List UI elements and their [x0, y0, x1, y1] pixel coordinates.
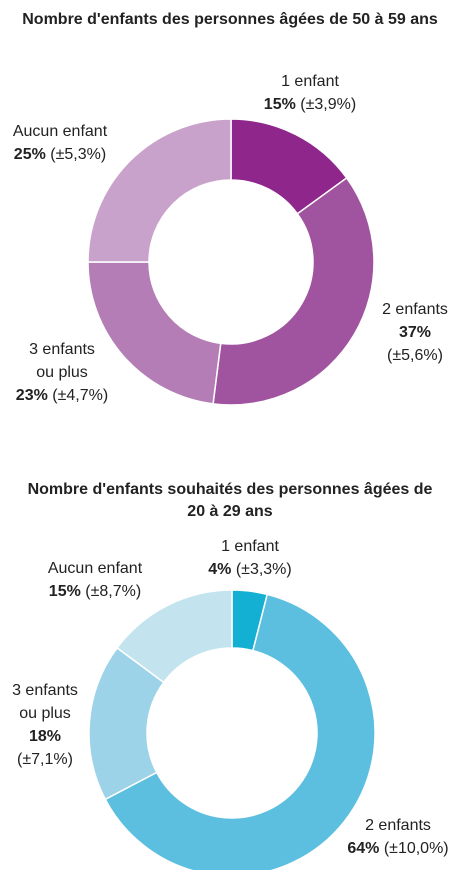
error-label: (±8,7%): [85, 583, 142, 600]
slice-label: 2 enfants 64% (±10,0%): [328, 814, 453, 860]
category-label: 2 enfants: [382, 301, 448, 318]
value-line: 4% (±3,3%): [180, 558, 320, 581]
value-label: 15%: [48, 583, 81, 600]
slice-label: 3 enfants ou plus 23% (±4,7%): [7, 338, 117, 407]
category-label: Aucun enfant: [12, 123, 108, 140]
value-label: 15%: [263, 96, 296, 113]
slice-label: 1 enfant 4% (±3,3%): [180, 535, 320, 581]
error-label: (±7,1%): [17, 751, 73, 768]
donut-slice: [104, 593, 376, 870]
category-label: 2 enfants: [365, 817, 431, 834]
donut-slice: [116, 589, 233, 684]
value-line: 15% (±8,7%): [25, 580, 165, 603]
error-label: (±5,6%): [387, 347, 443, 364]
error-label: (±5,3%): [50, 146, 107, 163]
slice-label: Aucun enfant 15% (±8,7%): [25, 557, 165, 603]
error-label: (±3,3%): [235, 561, 292, 578]
slice-label: Aucun enfant 25% (±5,3%): [0, 120, 130, 166]
value-line: 25% (±5,3%): [0, 143, 130, 166]
slice-label: 1 enfant 15% (±3,9%): [240, 70, 380, 116]
chart-title: Nombre d'enfants souhaités des personnes…: [27, 481, 433, 520]
error-label: (±10,0%): [383, 840, 449, 857]
category-label: 3 enfants ou plus: [12, 682, 78, 722]
slice-label: 2 enfants 37% (±5,6%): [375, 298, 453, 367]
value-label: 23%: [15, 387, 48, 404]
value-line: 15% (±3,9%): [240, 93, 380, 116]
error-label: (±3,9%): [300, 96, 357, 113]
donut-slice: [87, 118, 232, 263]
value-label: 37%: [398, 324, 432, 341]
value-label: 4%: [208, 561, 232, 578]
donut-slice: [212, 176, 375, 406]
category-label: 1 enfant: [281, 73, 339, 90]
category-label: 3 enfants ou plus: [29, 341, 95, 381]
value-label: 18%: [28, 728, 62, 745]
slice-label: 3 enfants ou plus 18% (±7,1%): [5, 679, 85, 771]
value-label: 64%: [347, 840, 380, 857]
value-line: 18%: [5, 725, 85, 748]
error-label: (±4,7%): [52, 387, 109, 404]
chart-title: Nombre d'enfants des personnes âgées de …: [22, 11, 438, 28]
category-label: 1 enfant: [221, 538, 279, 555]
value-label: 25%: [13, 146, 46, 163]
value-line: 37%: [375, 321, 453, 344]
donut-slice: [87, 261, 222, 405]
category-label: Aucun enfant: [47, 560, 143, 577]
value-line: 23% (±4,7%): [7, 384, 117, 407]
value-line: 64% (±10,0%): [328, 837, 453, 860]
